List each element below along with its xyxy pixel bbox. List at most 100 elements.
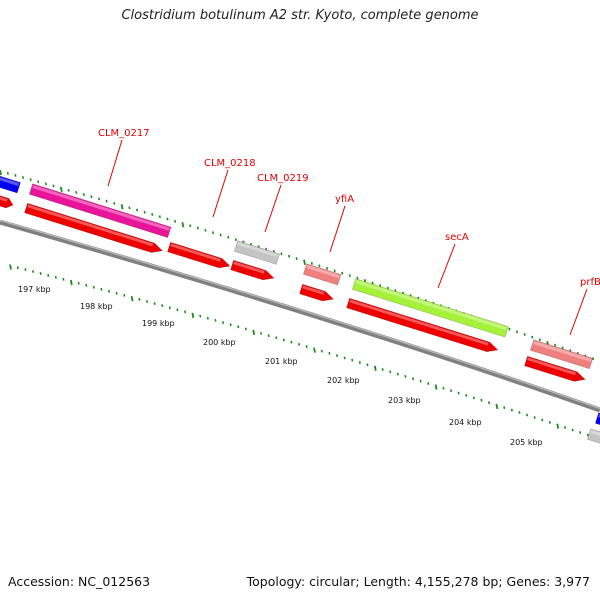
outer-tick: [61, 187, 62, 192]
inner-tick: [170, 306, 171, 309]
outer-tick: [198, 227, 199, 230]
outer-tick: [8, 172, 9, 175]
scale-label: 204 kbp: [449, 418, 482, 427]
scale-label: 198 kbp: [80, 302, 113, 311]
gene-label-CLM_0219[interactable]: CLM_0219: [257, 173, 309, 232]
genome-stats-text: Topology: circular; Length: 4,155,278 bp…: [247, 574, 590, 589]
scale-label: 197 kbp: [18, 285, 51, 294]
gene-label-leader: [570, 289, 587, 335]
inner-tick: [322, 350, 323, 353]
gene-label-leader: [108, 140, 122, 186]
gene-label-prfB[interactable]: prfB: [570, 277, 600, 335]
inner-tick: [428, 382, 429, 385]
outer-tick: [289, 255, 290, 258]
genome-backbone: [0, 221, 600, 411]
gene-label-CLM_0218[interactable]: CLM_0218: [204, 158, 256, 217]
gene-label-leader: [438, 244, 455, 288]
inner-tick: [352, 359, 353, 362]
gene-CLM_0219[interactable]: [234, 241, 279, 265]
outer-tick: [167, 218, 168, 221]
inner-tick: [489, 401, 490, 404]
outer-tick: [540, 339, 541, 342]
outer-tick: [304, 260, 305, 265]
gene-secA-shine: [355, 280, 507, 330]
inner-tick: [147, 300, 148, 303]
outer-tick: [30, 178, 31, 181]
inner-tick: [306, 345, 307, 348]
inner-tick: [329, 352, 330, 355]
inner-tick: [443, 387, 444, 390]
inner-tick: [56, 276, 57, 279]
inner-tick: [398, 373, 399, 376]
outer-tick: [144, 211, 145, 214]
outer-tick: [0, 170, 1, 175]
outer-tick: [160, 215, 161, 218]
outer-tick: [68, 189, 69, 192]
inner-tick: [185, 311, 186, 314]
inner-tick: [261, 332, 262, 335]
cds-arrow-3[interactable]: [231, 260, 276, 283]
scale-label: 200 kbp: [203, 338, 236, 347]
outer-tick: [319, 265, 320, 268]
cds-arrow-2[interactable]: [168, 242, 232, 271]
cds-partial-left[interactable]: [0, 194, 15, 210]
inner-tick: [253, 330, 254, 335]
inner-tick: [481, 399, 482, 402]
scale-label: 201 kbp: [265, 357, 298, 366]
inner-tick: [550, 421, 551, 424]
inner-tick: [337, 354, 338, 357]
outer-tick: [106, 200, 107, 203]
cds-arrow-4[interactable]: [300, 284, 335, 304]
inner-tick: [299, 343, 300, 346]
gene-partial-right-blue[interactable]: [595, 413, 600, 426]
inner-tick: [116, 292, 117, 295]
inner-tick: [314, 348, 315, 353]
inner-tick: [40, 272, 41, 275]
gene-label-text: CLM_0218: [204, 158, 256, 169]
outer-tick: [38, 180, 39, 183]
gene-label-text: yfiA: [335, 194, 354, 205]
outer-tick: [76, 191, 77, 194]
outer-tick: [190, 225, 191, 228]
inner-tick: [375, 366, 376, 371]
gene-label-secA[interactable]: secA: [438, 232, 469, 288]
inner-tick: [504, 406, 505, 409]
inner-tick: [451, 389, 452, 392]
inner-tick: [474, 397, 475, 400]
inner-tick: [580, 431, 581, 434]
inner-tick: [344, 357, 345, 360]
inner-tick: [436, 385, 437, 390]
gene-partial-blue[interactable]: [0, 175, 20, 193]
inner-tick: [405, 375, 406, 378]
gene-yfiA[interactable]: [303, 264, 341, 285]
outer-tick: [342, 272, 343, 275]
gene-label-text: prfB: [580, 277, 600, 288]
outer-tick: [524, 333, 525, 336]
cds-partial-left-shape: [0, 194, 15, 210]
inner-tick: [496, 404, 497, 409]
outer-tick: [334, 269, 335, 272]
inner-tick: [223, 321, 224, 324]
inner-tick: [139, 298, 140, 301]
gene-label-yfiA[interactable]: yfiA: [330, 194, 354, 252]
inner-tick: [382, 368, 383, 371]
inner-tick: [276, 337, 277, 340]
gene-label-leader: [265, 185, 281, 232]
genome-title: Clostridium botulinum A2 str. Kyoto, com…: [0, 8, 600, 23]
outer-tick: [327, 267, 328, 270]
inner-tick: [94, 286, 95, 289]
inner-tick: [238, 326, 239, 329]
inner-tick: [588, 434, 589, 437]
outer-tick: [350, 274, 351, 277]
gene-label-CLM_0217[interactable]: CLM_0217: [98, 128, 150, 186]
inner-tick: [71, 280, 72, 285]
inner-tick: [413, 378, 414, 381]
outer-tick: [23, 176, 24, 179]
gene-partial-right-grey[interactable]: [587, 429, 600, 444]
outer-tick: [296, 257, 297, 260]
inner-tick: [78, 282, 79, 285]
inner-tick: [48, 274, 49, 277]
inner-tick: [557, 424, 558, 429]
